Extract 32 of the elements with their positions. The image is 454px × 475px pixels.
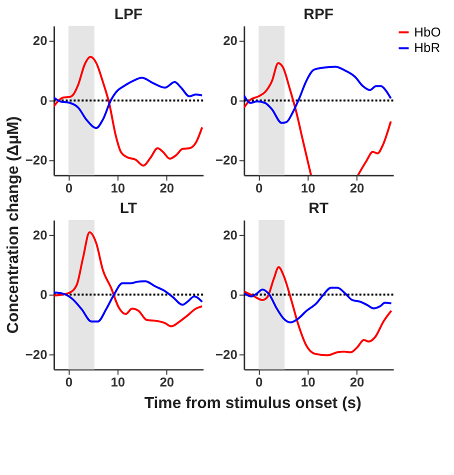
- x-tick-label: 10: [110, 374, 126, 390]
- y-tick-label: 0: [40, 287, 48, 302]
- x-tick-label: 0: [65, 374, 73, 390]
- y-tick-label: 20: [223, 227, 238, 242]
- chart-title: LT: [120, 200, 137, 217]
- x-tick-label: 10: [300, 374, 316, 390]
- x-axis-title: Time from stimulus onset (s): [144, 395, 362, 412]
- x-tick-label: 20: [160, 374, 174, 390]
- y-tick-label: −20: [25, 152, 48, 168]
- y-tick-label: −20: [25, 346, 48, 362]
- legend-label: HbO: [414, 24, 441, 40]
- y-axis-title: Concentration change (ΔμM): [4, 116, 22, 334]
- x-tick-label: 20: [350, 180, 364, 196]
- chart-title: RPF: [304, 6, 334, 23]
- y-tick-label: 20: [32, 227, 48, 242]
- y-tick-label: −20: [216, 152, 238, 168]
- y-tick-label: 20: [223, 33, 238, 48]
- y-tick-label: 0: [230, 92, 238, 108]
- x-tick-label: 0: [256, 374, 263, 390]
- x-tick-label: 10: [110, 180, 126, 196]
- chart-title: LPF: [114, 6, 143, 23]
- y-tick-label: 20: [32, 33, 48, 48]
- x-tick-label: 20: [350, 374, 364, 390]
- x-tick-label: 0: [65, 180, 73, 196]
- y-tick-label: −20: [216, 346, 238, 362]
- legend-label: HbR: [414, 40, 440, 56]
- x-tick-label: 10: [300, 180, 316, 196]
- y-tick-label: 0: [230, 287, 238, 302]
- x-tick-label: 20: [160, 180, 174, 196]
- chart-title: RT: [308, 200, 329, 217]
- y-tick-label: 0: [40, 92, 48, 108]
- x-tick-label: 0: [256, 180, 263, 196]
